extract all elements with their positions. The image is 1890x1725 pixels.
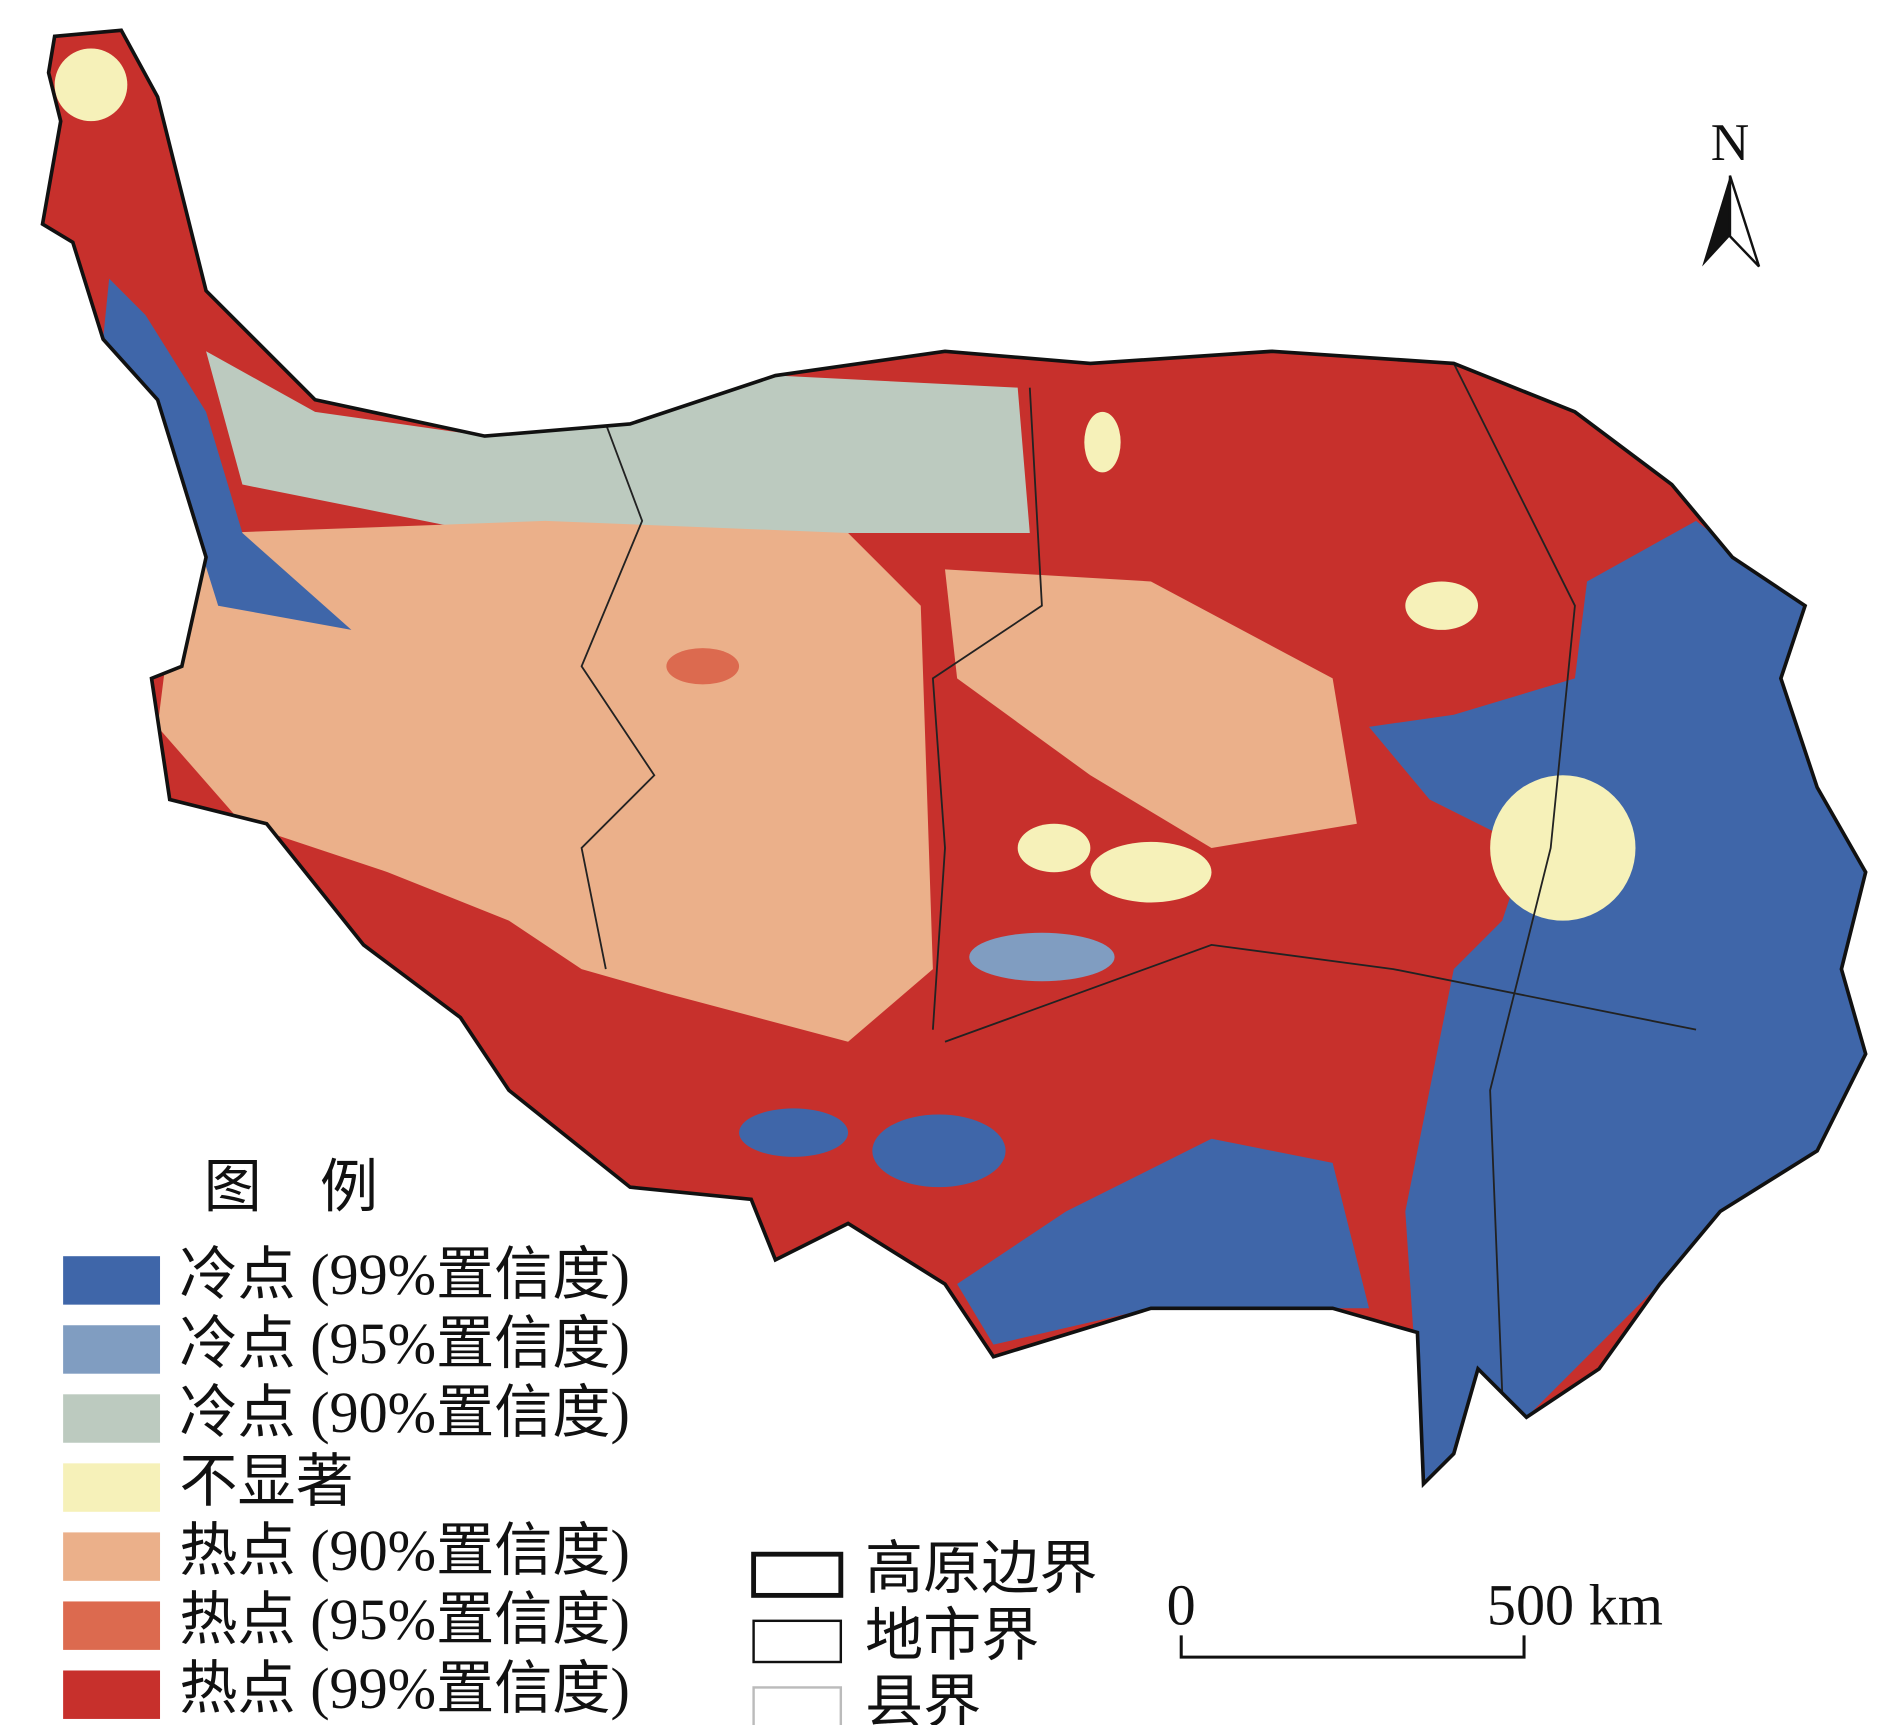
north-arrow (1728, 175, 1761, 268)
plateau-boundary (40, 28, 1868, 1489)
region (1090, 841, 1212, 903)
region (157, 520, 933, 1042)
region (666, 648, 740, 685)
legend-swatch (63, 1601, 161, 1650)
city-boundary (931, 387, 1043, 1030)
scale-bar (1179, 1635, 1526, 1659)
boundary-label: 县界 (865, 1669, 981, 1725)
legend-label: 不显著 (179, 1449, 353, 1514)
legend-swatch (63, 1670, 161, 1719)
legend-swatch (63, 1325, 161, 1374)
boundary-swatch (752, 1619, 843, 1664)
legend-swatch (63, 1394, 161, 1443)
region (1490, 775, 1636, 921)
region (1084, 411, 1121, 473)
legend-label: 冷点 (99%置信度) (179, 1242, 629, 1307)
legend-swatch (63, 1532, 161, 1581)
legend-label: 冷点 (95%置信度) (179, 1311, 629, 1376)
region (1017, 823, 1091, 873)
legend-label: 冷点 (90%置信度) (179, 1380, 629, 1445)
region (945, 569, 1357, 848)
north-label: N (1711, 113, 1750, 172)
city-boundary (580, 423, 656, 970)
region (1405, 581, 1479, 630)
legend-label: 热点 (90%置信度) (179, 1518, 629, 1583)
region (54, 48, 128, 122)
region (872, 1114, 1006, 1188)
city-boundary (1452, 363, 1576, 1394)
boundary-label: 地市界 (865, 1603, 1039, 1668)
north-arrow (1702, 175, 1730, 267)
region (739, 1108, 849, 1157)
scale-end: 500 km (1487, 1572, 1663, 1637)
legend-label: 热点 (95%置信度) (179, 1587, 629, 1652)
region (1368, 520, 1866, 1484)
legend-swatch (63, 1256, 161, 1305)
boundary-swatch (752, 1686, 843, 1725)
region (103, 278, 352, 630)
legend-swatch (63, 1463, 161, 1512)
legend-title: 图 例 (204, 1155, 378, 1220)
region (969, 932, 1115, 982)
boundary-swatch (751, 1551, 844, 1598)
city-boundary (944, 943, 1697, 1043)
legend-label: 热点 (99%置信度) (179, 1656, 629, 1721)
scale-start: 0 (1167, 1572, 1196, 1637)
boundary-label: 高原边界 (865, 1536, 1098, 1601)
region (957, 1138, 1369, 1345)
